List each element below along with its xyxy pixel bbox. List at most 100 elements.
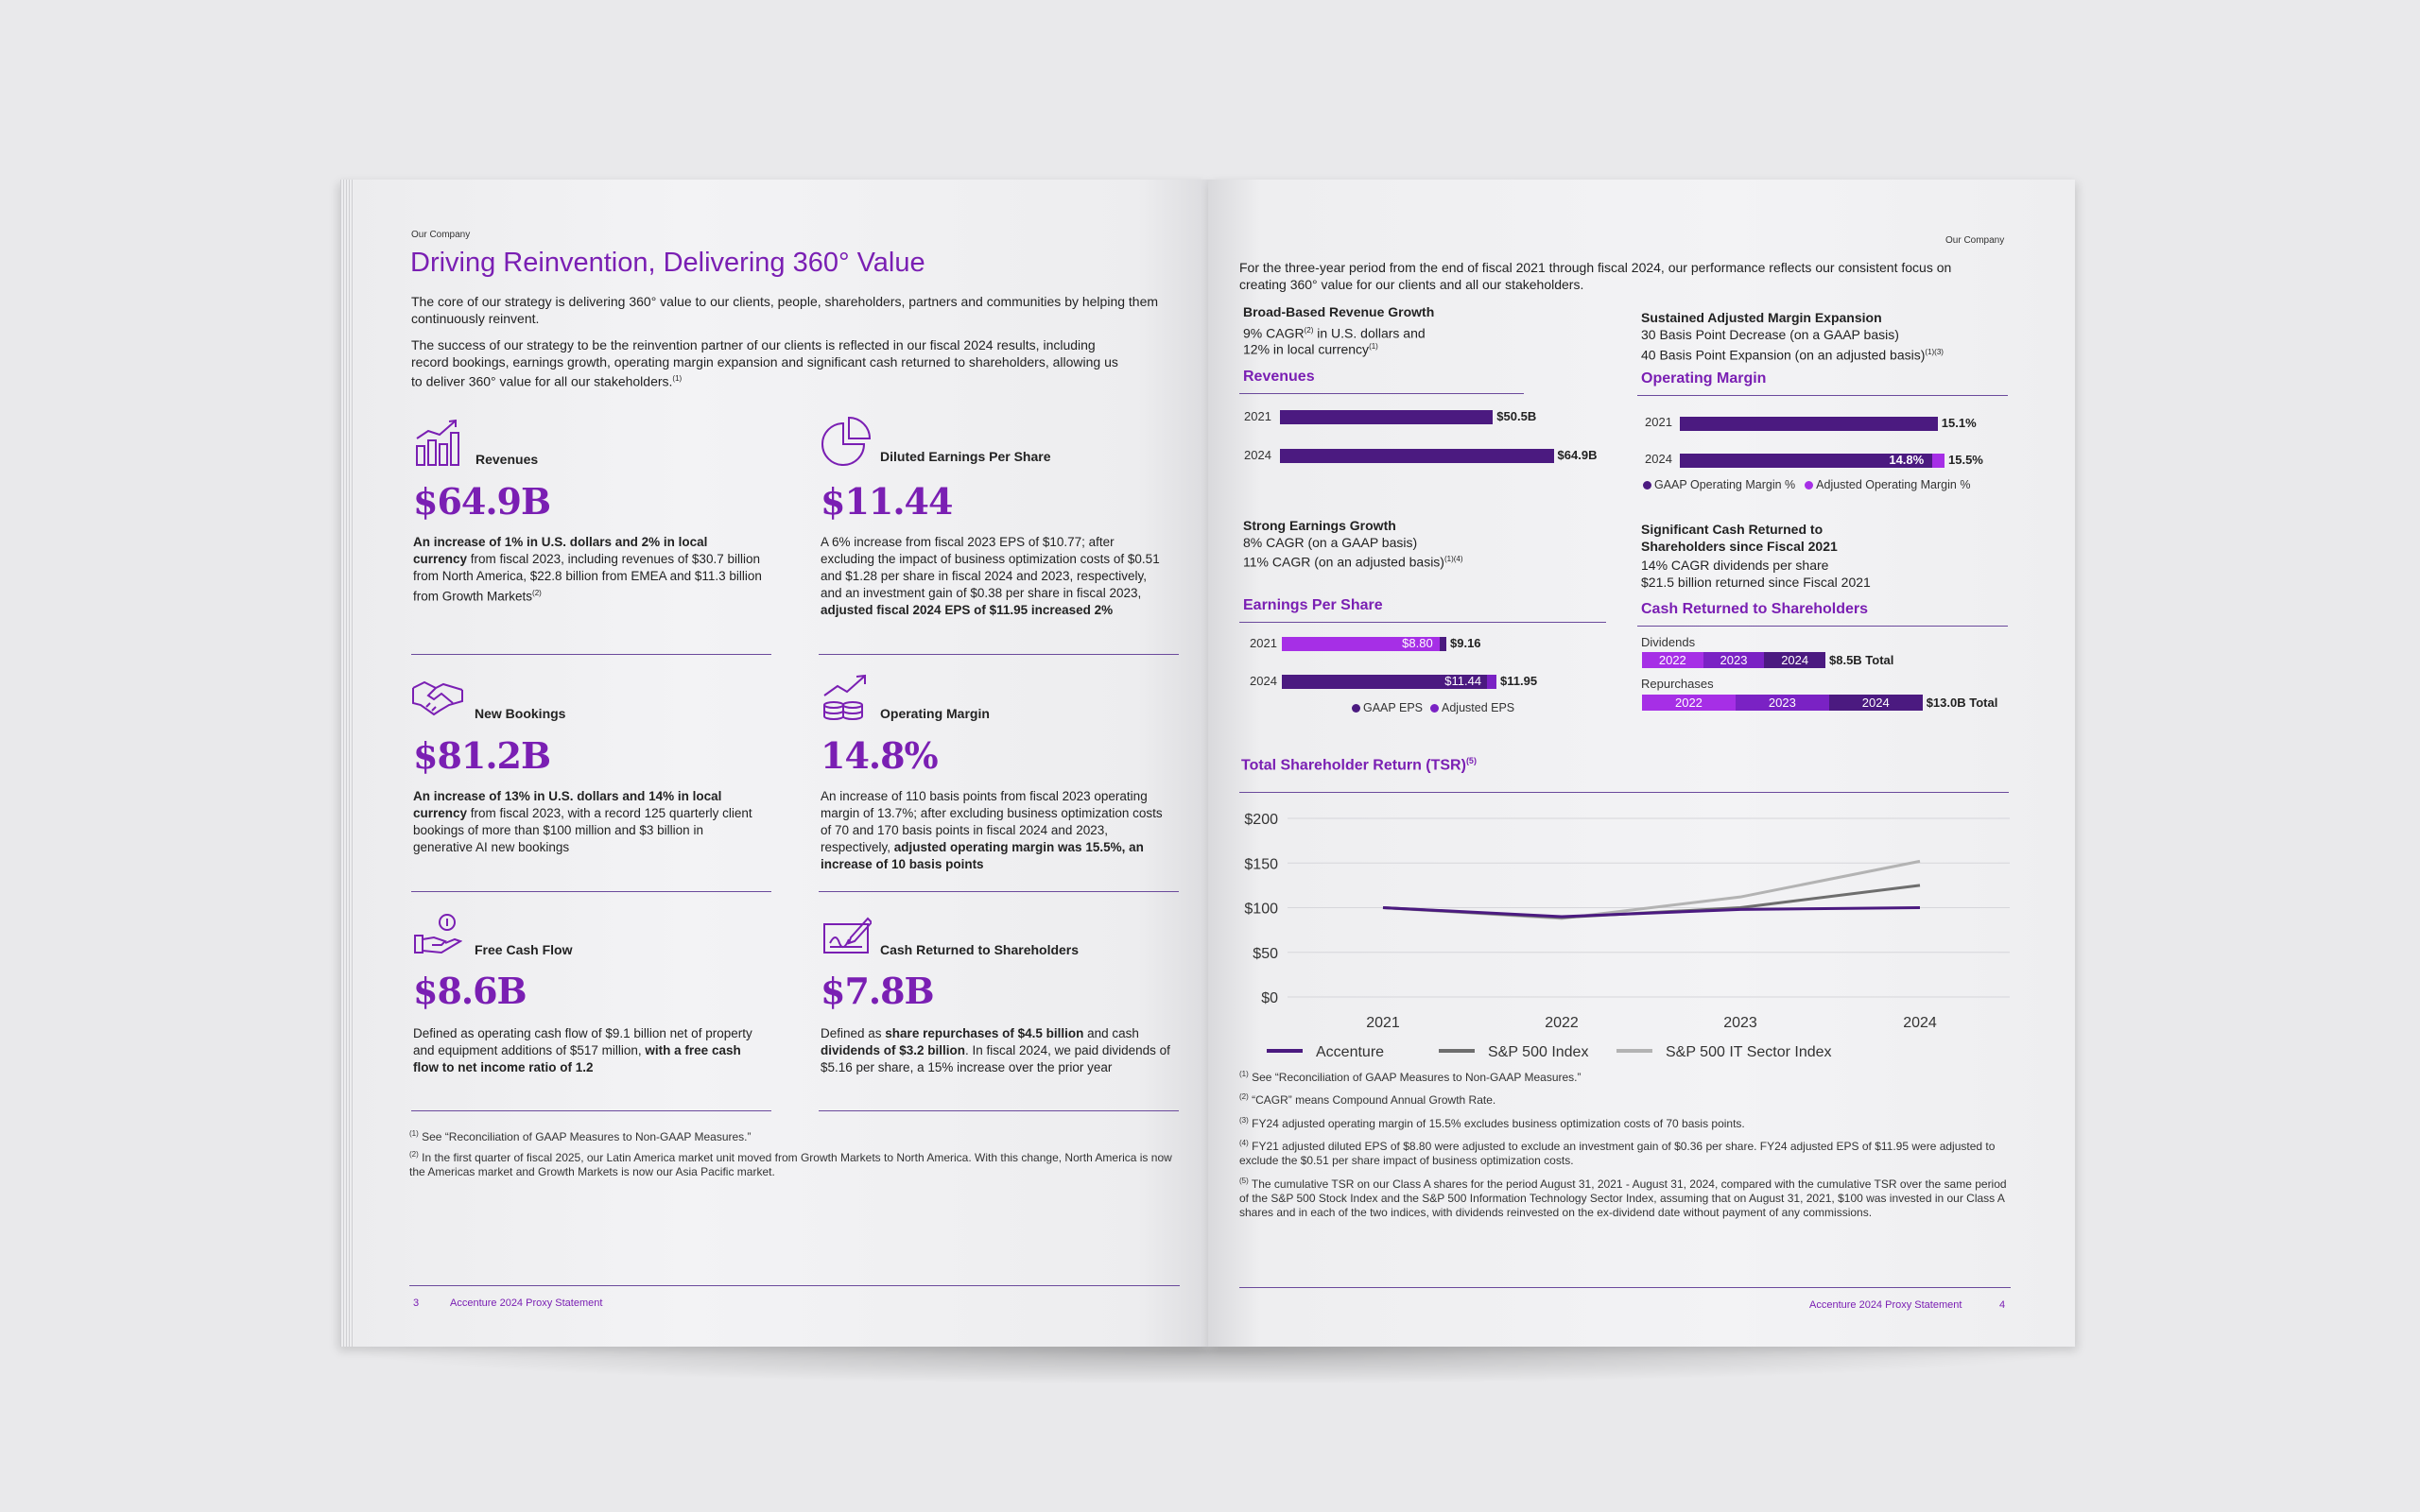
x-tick-label: 2023 (1723, 1015, 1757, 1031)
earnings-growth-heading: Strong Earnings Growth (1243, 518, 1396, 533)
footnote-r2: (2) “CAGR” means Compound Annual Growth … (1239, 1090, 2014, 1108)
cash-segment: 2023 (1703, 652, 1765, 668)
desc-bold: An increase of 13% in U.S. dollars and 1… (413, 789, 722, 820)
handshake-icon (412, 680, 463, 716)
eps-chart-title: Earnings Per Share (1243, 597, 1383, 613)
legend-label: GAAP EPS (1363, 701, 1423, 714)
metric-value-cash-returned: $7.8B (821, 970, 935, 1012)
intro-paragraph-1: The core of our strategy is delivering 3… (411, 294, 1159, 326)
revenue-bar (1280, 449, 1554, 463)
legend-label: Accenture (1316, 1044, 1384, 1060)
legend-label: GAAP Operating Margin % (1654, 478, 1796, 491)
hand-coin-icon (414, 914, 462, 954)
eps-legend: GAAP EPS Adjusted EPS (1352, 701, 1522, 714)
desc-bold: An increase of 1% in U.S. dollars and 2%… (413, 535, 708, 566)
margin-bar-label: 15.1% (1941, 416, 1977, 430)
earnings-growth-line2: 11% CAGR (on an adjusted basis)(1)(4) (1243, 551, 1463, 571)
footnote-ref: (1)(3) (1925, 348, 1944, 356)
legend-dot (1805, 481, 1814, 490)
text: in U.S. dollars and (1313, 325, 1426, 341)
desc-text: and cash (1083, 1026, 1139, 1040)
desc-text: from fiscal 2023, with a record 125 quar… (413, 806, 752, 854)
footnote-text: FY24 adjusted operating margin of 15.5% … (1252, 1117, 1745, 1130)
cash-segment: 2024 (1828, 695, 1923, 711)
desc-text: . In fiscal 2024, we paid dividends of $… (821, 1043, 1170, 1074)
legend-label: S&P 500 Index (1488, 1044, 1588, 1060)
cash-returned-heading-1: Significant Cash Returned to (1641, 522, 1824, 537)
footnote-r4: (4) FY21 adjusted diluted EPS of $8.80 w… (1239, 1136, 2014, 1168)
legend-item: GAAP EPS (1352, 701, 1423, 714)
right-page (1208, 180, 2075, 1347)
revenue-bar-label: $64.9B (1557, 448, 1598, 462)
cash-segment: 2024 (1764, 652, 1825, 668)
page-edges (340, 180, 354, 1347)
text: 11% CAGR (on an adjusted basis) (1243, 554, 1444, 570)
cash-row-label: Repurchases (1641, 677, 1714, 691)
metric-label-operating-margin: Operating Margin (880, 706, 990, 721)
footnote-num: (1) (409, 1129, 419, 1138)
chart-rule (1239, 622, 1606, 623)
margin-expansion-heading: Sustained Adjusted Margin Expansion (1641, 310, 1882, 325)
footnote-text: In the first quarter of fiscal 2025, our… (409, 1151, 1172, 1178)
legend-dot (1643, 481, 1651, 490)
section-label: Our Company (411, 230, 471, 240)
intro-paragraph-2-text: The success of our strategy to be the re… (411, 337, 1118, 389)
year-label: 2024 (1645, 452, 1672, 466)
footnote-text: “CAGR” means Compound Annual Growth Rate… (1252, 1093, 1496, 1107)
page-number: 3 (413, 1297, 420, 1309)
metric-desc-free-cash-flow: Defined as operating cash flow of $9.1 b… (413, 1025, 763, 1076)
revenue-growth-line1: 9% CAGR(2) in U.S. dollars and (1243, 322, 1426, 342)
metric-desc-eps: A 6% increase from fiscal 2023 EPS of $1… (821, 534, 1170, 619)
gaap-eps-inner-label: $11.44 (1444, 674, 1482, 688)
gaap-eps-label: $9.16 (1450, 636, 1481, 650)
text: 9% CAGR (1243, 325, 1305, 341)
divider (411, 891, 771, 892)
footer-rule (1239, 1287, 2011, 1288)
desc-bold: dividends of $3.2 billion (821, 1043, 966, 1057)
revenue-growth-line2: 12% in local currency(1) (1243, 338, 1378, 358)
footer-rule (409, 1285, 1180, 1286)
footnote-num: (2) (1239, 1092, 1249, 1101)
earnings-growth-line1: 8% CAGR (on a GAAP basis) (1243, 535, 1418, 550)
margin-legend: GAAP Operating Margin % Adjusted Operatin… (1643, 478, 1979, 491)
desc-bold: adjusted operating margin was 15.5%, an … (821, 840, 1144, 871)
gaap-margin-bar (1680, 417, 1938, 431)
footnote-1: (1) See “Reconciliation of GAAP Measures… (409, 1126, 1166, 1144)
cash-returned-heading-2: Shareholders since Fiscal 2021 (1641, 539, 1838, 554)
metric-label-eps: Diluted Earnings Per Share (880, 449, 1051, 464)
year-label: 2021 (1244, 409, 1271, 423)
year-label: 2024 (1244, 448, 1271, 462)
divider (411, 1110, 771, 1111)
tsr-series-line (1382, 906, 1921, 919)
y-tick-label: $100 (1244, 902, 1278, 918)
footnote-num: (5) (1239, 1177, 1249, 1185)
cash-segment: 2022 (1642, 695, 1736, 711)
text: Total Shareholder Return (TSR) (1241, 757, 1466, 774)
y-tick-label: $50 (1253, 946, 1278, 962)
x-tick-label: 2021 (1366, 1015, 1400, 1031)
gaap-margin-bar (1680, 454, 1933, 468)
footnote-ref: (1) (1369, 342, 1378, 351)
metric-label-free-cash-flow: Free Cash Flow (475, 942, 573, 957)
right-intro: For the three-year period from the end o… (1239, 260, 1952, 292)
legend-label: Adjusted EPS (1442, 701, 1515, 714)
adjusted-eps-label: $11.95 (1500, 674, 1538, 688)
footnote-r3: (3) FY24 adjusted operating margin of 15… (1239, 1113, 2014, 1131)
metric-desc-bookings: An increase of 13% in U.S. dollars and 1… (413, 788, 763, 856)
gaap-margin-inner-label: 14.8% (1889, 453, 1925, 467)
chart-rule (1239, 792, 2009, 793)
divider (819, 891, 1179, 892)
page-number: 4 (1999, 1299, 2006, 1311)
footnote-ref: (2) (532, 589, 542, 597)
footnote-text: FY21 adjusted diluted EPS of $8.80 were … (1239, 1140, 1996, 1167)
gaap-eps-bar (1282, 675, 1488, 689)
section-label: Our Company (1945, 235, 2005, 246)
metric-desc-cash-returned: Defined as share repurchases of $4.5 bil… (821, 1025, 1176, 1076)
footnote-ref: (2) (1304, 326, 1314, 335)
footnote-ref: (1) (672, 374, 683, 383)
divider (819, 654, 1179, 655)
cash-row-label: Dividends (1641, 635, 1696, 649)
desc-bold: adjusted fiscal 2024 EPS of $11.95 incre… (821, 603, 1114, 617)
x-tick-label: 2022 (1545, 1015, 1579, 1031)
footnote-num: (2) (409, 1150, 419, 1159)
